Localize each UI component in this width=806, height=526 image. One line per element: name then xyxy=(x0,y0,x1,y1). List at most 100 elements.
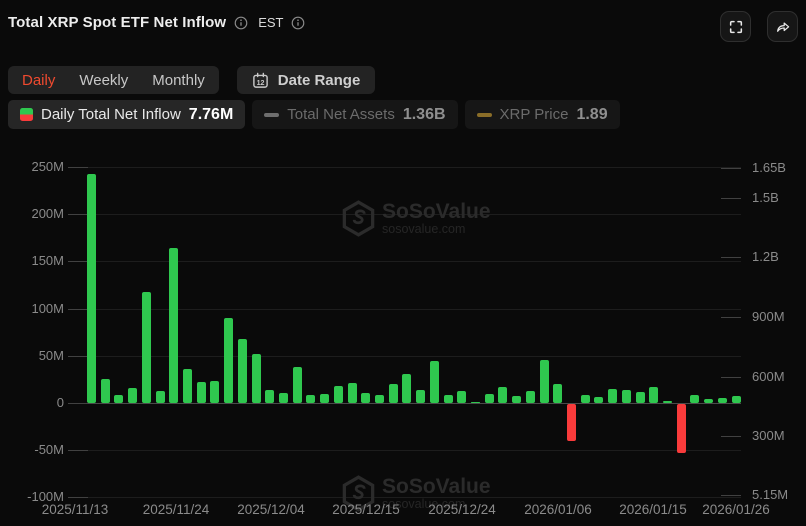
legend-total-net-assets[interactable]: Total Net Assets 1.36B xyxy=(252,100,458,129)
tab-monthly[interactable]: Monthly xyxy=(152,71,205,89)
left-axis-label: 50M xyxy=(38,348,64,363)
left-axis-label: 150M xyxy=(31,253,64,268)
xrp-price-dash-icon xyxy=(476,112,492,117)
right-axis-label: 600M xyxy=(752,369,785,384)
x-axis-label: 2025/12/15 xyxy=(332,502,400,517)
net-inflow-bar[interactable] xyxy=(375,395,384,403)
header-actions xyxy=(720,11,798,42)
net-inflow-bar[interactable] xyxy=(197,382,206,403)
net-inflow-bar[interactable] xyxy=(389,384,398,403)
share-icon xyxy=(775,19,791,35)
x-axis-label: 2025/11/13 xyxy=(41,502,109,517)
left-axis-label: 100M xyxy=(31,301,64,316)
left-axis-label: 0 xyxy=(56,395,64,410)
net-inflow-bar[interactable] xyxy=(444,395,453,403)
right-axis-label: 300M xyxy=(752,428,785,443)
right-axis-label: 900M xyxy=(752,309,785,324)
right-axis-label: 1.5B xyxy=(752,190,779,205)
date-range-button[interactable]: 12 Date Range xyxy=(236,66,376,94)
share-button[interactable] xyxy=(767,11,798,42)
left-axis-tick xyxy=(68,497,88,498)
legend-value: 1.89 xyxy=(576,105,608,123)
x-axis-label: 2026/01/06 xyxy=(524,502,592,517)
net-inflow-bar[interactable] xyxy=(663,401,672,403)
net-inflow-bar[interactable] xyxy=(334,386,343,403)
net-inflow-bar[interactable] xyxy=(498,387,507,403)
net-inflow-bar[interactable] xyxy=(101,379,110,403)
net-inflow-bar[interactable] xyxy=(485,394,494,403)
net-inflow-bar[interactable] xyxy=(567,404,576,441)
right-axis-tick xyxy=(721,168,741,169)
net-inflow-bar[interactable] xyxy=(210,381,219,403)
net-inflow-bar[interactable] xyxy=(512,396,521,403)
left-axis-tick xyxy=(68,356,88,357)
x-axis-label: 2025/11/24 xyxy=(142,502,210,517)
legend: Daily Total Net Inflow 7.76M Total Net A… xyxy=(8,100,620,129)
net-inflow-bar[interactable] xyxy=(581,395,590,403)
net-inflow-bar[interactable] xyxy=(142,292,151,403)
title-info-icon[interactable] xyxy=(234,16,248,30)
right-axis-tick xyxy=(721,198,741,199)
net-inflow-bar[interactable] xyxy=(87,174,96,403)
net-inflow-bar[interactable] xyxy=(252,354,261,403)
net-inflow-bar[interactable] xyxy=(416,390,425,403)
calendar-icon: 12 xyxy=(252,72,269,89)
gridline xyxy=(75,214,741,215)
net-inflow-bar[interactable] xyxy=(594,397,603,403)
net-inflow-bar[interactable] xyxy=(636,392,645,403)
controls-row: Daily Weekly Monthly 12 Date Range xyxy=(8,66,376,94)
net-inflow-bar[interactable] xyxy=(224,318,233,403)
net-inflow-candle-icon xyxy=(20,108,33,121)
x-axis-label: 2026/01/26 xyxy=(702,502,770,517)
net-inflow-bar[interactable] xyxy=(732,396,741,403)
net-inflow-bar[interactable] xyxy=(169,248,178,403)
net-inflow-bar[interactable] xyxy=(293,367,302,403)
right-axis-tick xyxy=(721,436,741,437)
net-inflow-bar[interactable] xyxy=(306,395,315,403)
net-inflow-bar[interactable] xyxy=(265,390,274,403)
gridline xyxy=(75,309,741,310)
net-inflow-bar[interactable] xyxy=(320,394,329,403)
net-inflow-bar[interactable] xyxy=(348,383,357,403)
tab-weekly[interactable]: Weekly xyxy=(79,71,129,89)
tab-daily[interactable]: Daily xyxy=(22,71,56,89)
net-inflow-bar[interactable] xyxy=(471,402,480,403)
right-axis-tick xyxy=(721,377,741,378)
page-title: Total XRP Spot ETF Net Inflow xyxy=(8,14,227,31)
net-inflow-bar[interactable] xyxy=(279,393,288,403)
net-assets-dash-icon xyxy=(264,112,280,117)
net-inflow-bar[interactable] xyxy=(704,399,713,403)
net-inflow-bar[interactable] xyxy=(128,388,137,403)
net-inflow-bar[interactable] xyxy=(361,393,370,403)
legend-value: 7.76M xyxy=(188,105,234,123)
net-inflow-bar[interactable] xyxy=(608,389,617,403)
zero-axis-line xyxy=(75,403,741,404)
right-axis-tick xyxy=(721,495,741,496)
legend-xrp-price[interactable]: XRP Price 1.89 xyxy=(464,100,620,129)
timezone-label: EST xyxy=(258,15,284,30)
gridline xyxy=(75,450,741,451)
net-inflow-bar[interactable] xyxy=(526,391,535,403)
left-axis-label: 200M xyxy=(31,206,64,221)
fullscreen-button[interactable] xyxy=(720,11,751,42)
timezone-info-icon[interactable] xyxy=(291,16,305,30)
net-inflow-bar[interactable] xyxy=(718,398,727,403)
net-inflow-bar[interactable] xyxy=(114,395,123,403)
net-inflow-bar[interactable] xyxy=(156,391,165,403)
net-inflow-bar[interactable] xyxy=(402,374,411,403)
bar-chart: SoSoValue sosovalue.com SoSoValue sosova… xyxy=(0,140,806,526)
net-inflow-bar[interactable] xyxy=(553,384,562,403)
left-axis-label: -50M xyxy=(34,442,64,457)
right-axis-label: 1.65B xyxy=(752,160,786,175)
net-inflow-bar[interactable] xyxy=(238,339,247,403)
legend-daily-net-inflow[interactable]: Daily Total Net Inflow 7.76M xyxy=(8,100,246,129)
net-inflow-bar[interactable] xyxy=(690,395,699,403)
net-inflow-bar[interactable] xyxy=(649,387,658,403)
x-axis-label: 2025/12/24 xyxy=(428,502,496,517)
net-inflow-bar[interactable] xyxy=(183,369,192,403)
net-inflow-bar[interactable] xyxy=(457,391,466,403)
net-inflow-bar[interactable] xyxy=(540,360,549,403)
net-inflow-bar[interactable] xyxy=(430,361,439,403)
net-inflow-bar[interactable] xyxy=(622,390,631,403)
net-inflow-bar[interactable] xyxy=(677,404,686,453)
